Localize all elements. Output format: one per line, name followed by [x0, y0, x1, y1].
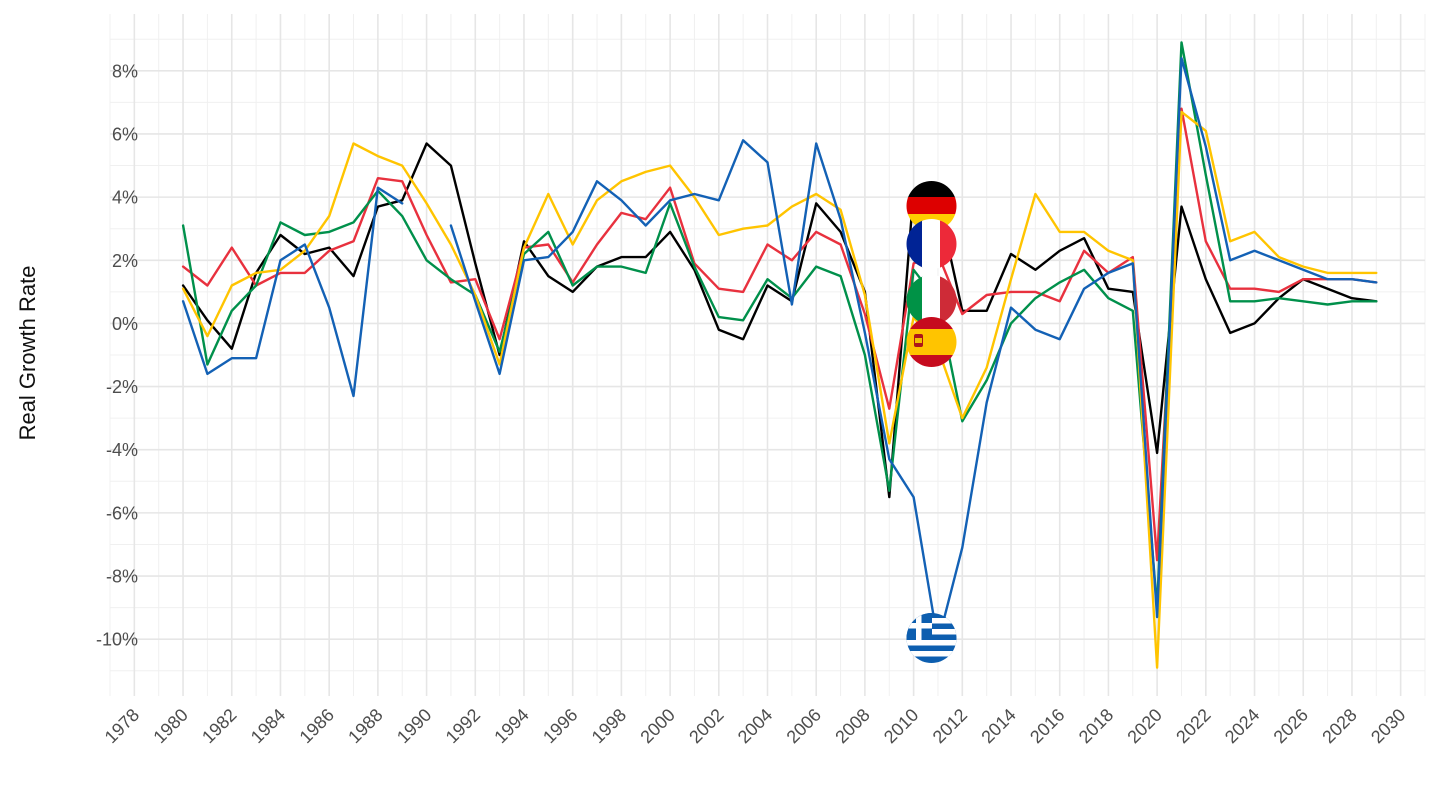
- x-tick-label: 2008: [831, 705, 873, 747]
- greece-flag-icon: [906, 613, 957, 663]
- y-tick-label: 6%: [112, 124, 138, 144]
- x-tick-label: 1982: [198, 705, 240, 747]
- x-tick-label: 1992: [442, 705, 484, 747]
- x-tick-label: 1988: [344, 705, 386, 747]
- italy-flag-icon: [906, 275, 957, 325]
- x-tick-label: 2002: [685, 705, 727, 747]
- y-tick-label: -10%: [96, 630, 138, 650]
- series-line-spain: [181, 110, 1378, 669]
- plot-grid: [109, 14, 1426, 696]
- y-axis-title: Real Growth Rate: [15, 266, 40, 441]
- x-tick-label: 2000: [636, 705, 678, 747]
- x-tick-label: 1978: [101, 705, 143, 747]
- x-tick-label: 1998: [588, 705, 630, 747]
- x-tick-label: 1986: [296, 705, 338, 747]
- x-tick-label: 1990: [393, 705, 435, 747]
- x-tick-label: 2016: [1026, 705, 1068, 747]
- y-tick-label: -2%: [106, 377, 138, 397]
- y-tick-label: 4%: [112, 188, 138, 208]
- x-tick-label: 2004: [734, 705, 776, 747]
- x-tick-label: 2012: [929, 705, 971, 747]
- x-tick-label: 2030: [1367, 705, 1409, 747]
- x-tick-label: 2014: [977, 705, 1019, 747]
- y-tick-label: 8%: [112, 61, 138, 81]
- x-tick-label: 1994: [490, 705, 532, 747]
- x-tick-label: 2026: [1270, 705, 1312, 747]
- x-tick-label: 2022: [1172, 705, 1214, 747]
- x-tick-label: 2028: [1318, 705, 1360, 747]
- series-line-greece: [181, 57, 1378, 644]
- y-tick-label: -8%: [106, 567, 138, 587]
- france-flag-icon: [906, 219, 957, 269]
- y-tick-label: 0%: [112, 314, 138, 334]
- x-tick-label: 2006: [783, 705, 825, 747]
- y-tick-label: -6%: [106, 503, 138, 523]
- x-tick-label: 1996: [539, 705, 581, 747]
- x-tick-label: 1984: [247, 705, 289, 747]
- x-tick-label: 2010: [880, 705, 922, 747]
- series-line-france: [181, 107, 1378, 562]
- x-tick-label: 2018: [1075, 705, 1117, 747]
- y-tick-label: -4%: [106, 440, 138, 460]
- series-lines: [181, 41, 1378, 669]
- x-tick-label: 2024: [1221, 705, 1263, 747]
- series-line-germany: [181, 142, 1378, 499]
- x-tick-label: 2020: [1123, 705, 1165, 747]
- y-tick-label: 2%: [112, 251, 138, 271]
- x-tick-label: 1980: [149, 705, 191, 747]
